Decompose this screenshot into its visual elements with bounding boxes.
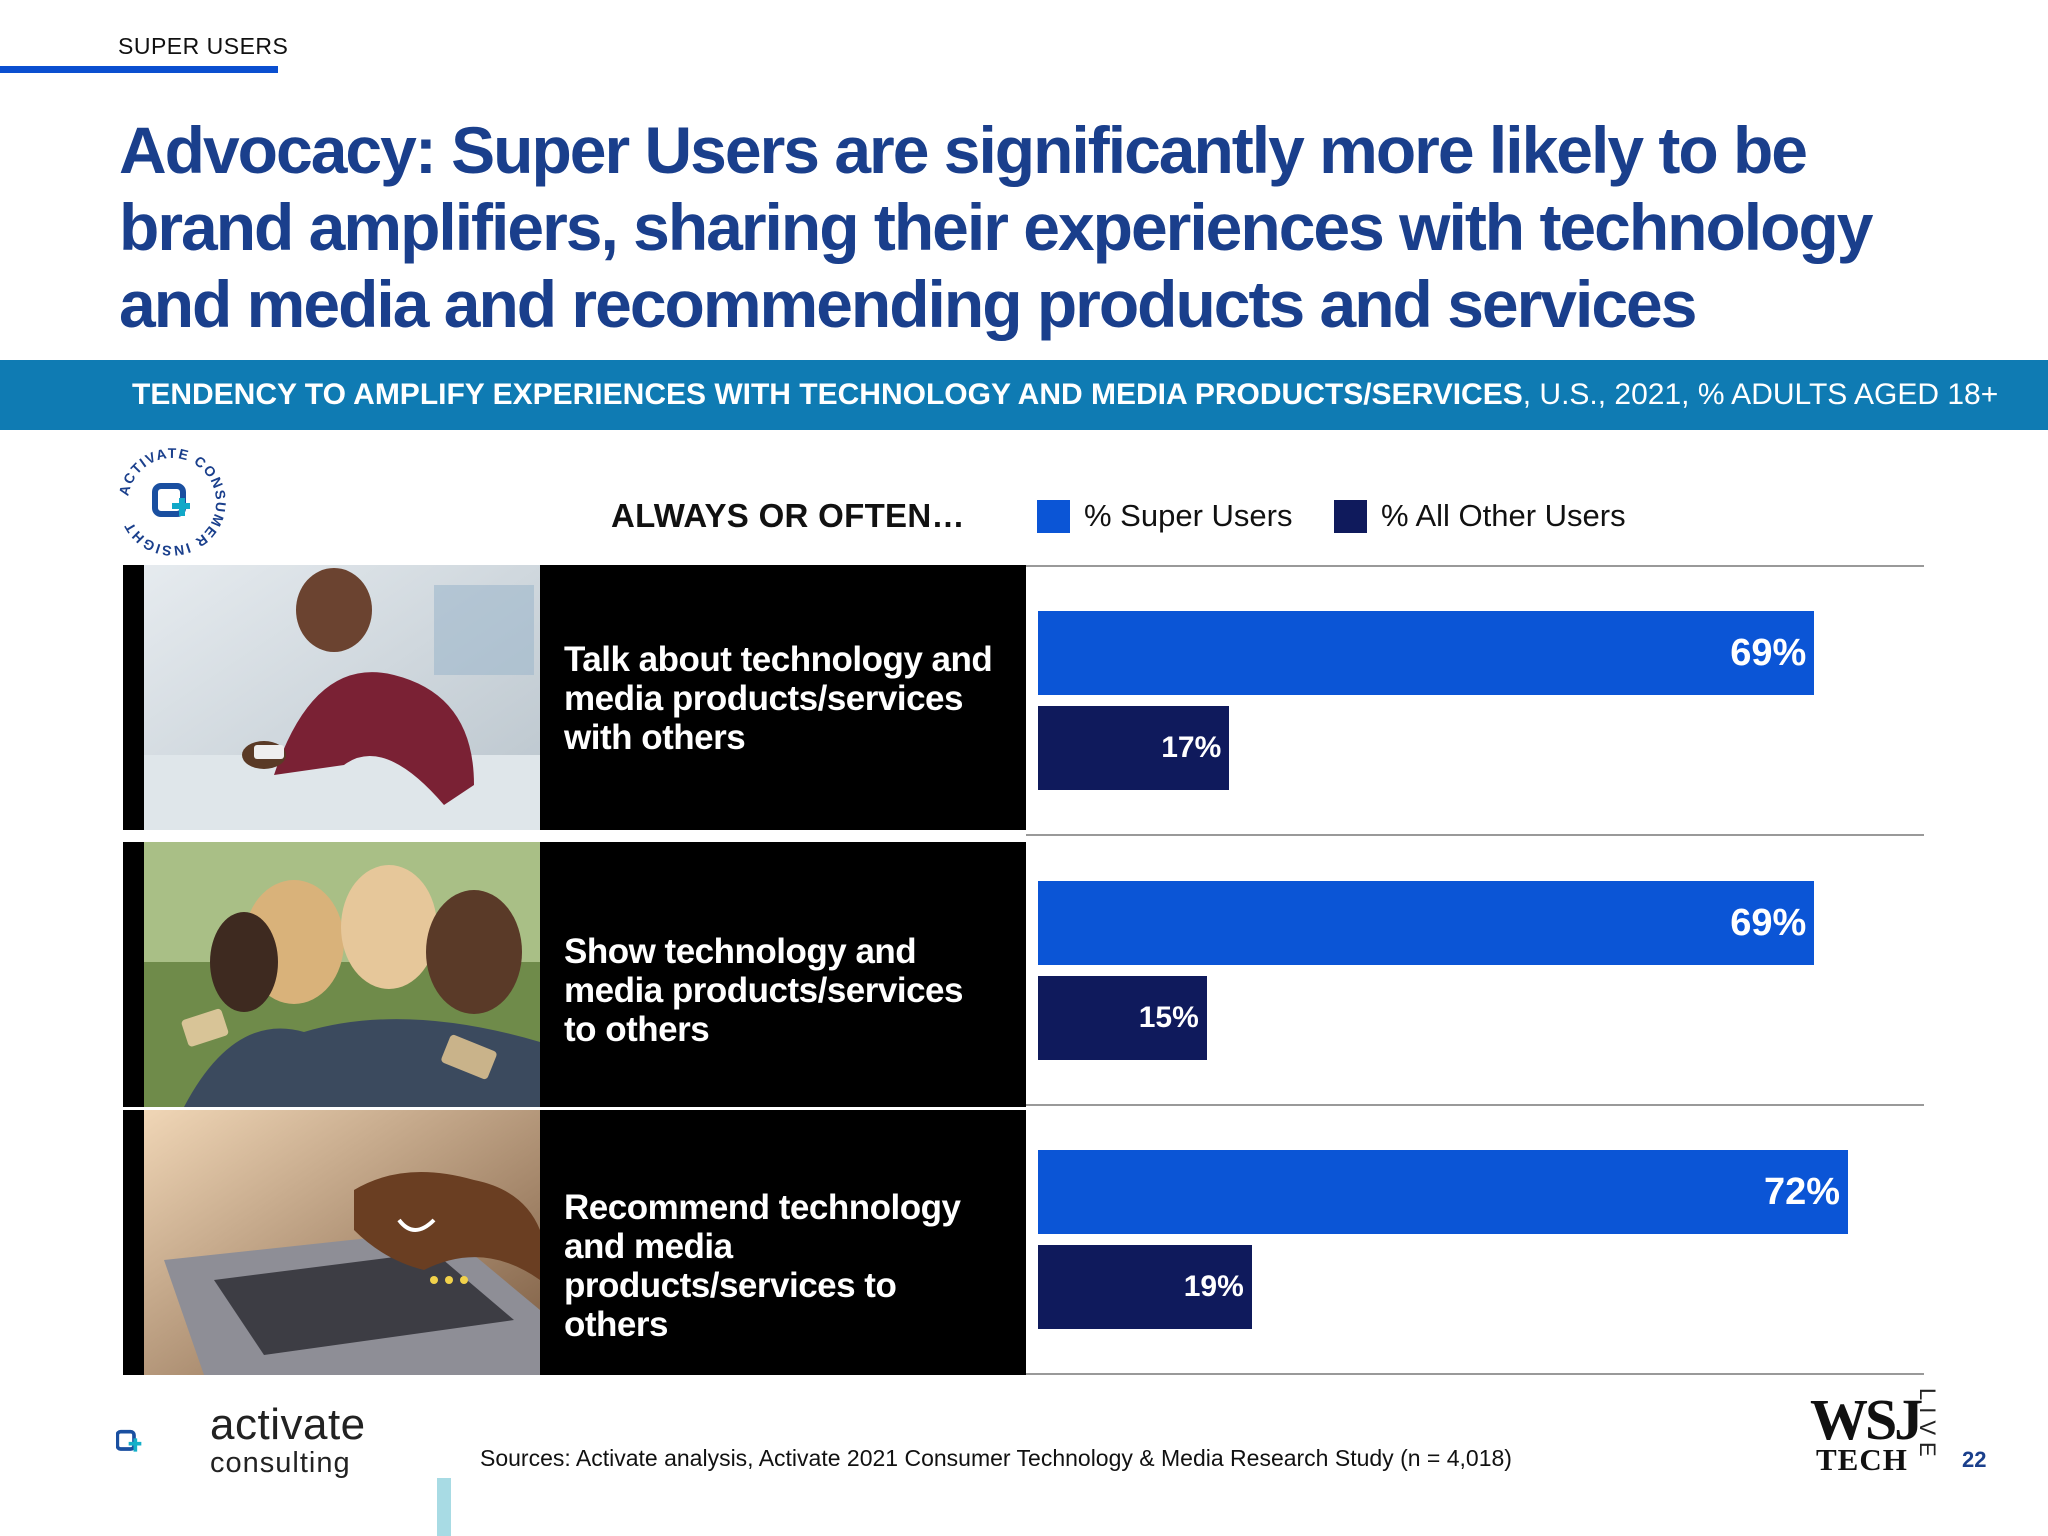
section-label: SUPER USERS (118, 33, 289, 59)
legend-label-super: % Super Users (1084, 498, 1293, 533)
page-number: 22 (1962, 1447, 1987, 1472)
svg-text:ACTIVATE CONSUMER INSIGHT: ACTIVATE CONSUMER INSIGHT (115, 445, 229, 559)
bar-super-users-3: 72% (1038, 1150, 1848, 1234)
section-underline (0, 66, 278, 73)
laptop-typing-photo (144, 1110, 540, 1375)
page-title: Advocacy: Super Users are significantly … (119, 113, 1873, 341)
bar-other-users-2: 15% (1038, 976, 1207, 1060)
accent-line (437, 1478, 451, 1536)
chart-banner: TENDENCY TO AMPLIFY EXPERIENCES WITH TEC… (0, 360, 2048, 430)
activate-logo-icon (116, 1429, 142, 1452)
logo-sub-text: consulting (210, 1447, 351, 1479)
legend-other-users: % All Other Users (1334, 496, 1626, 536)
badge-text: ACTIVATE CONSUMER INSIGHT (115, 445, 227, 559)
wsj-live-wordmark: LIVE (1915, 1388, 1940, 1464)
category-panel-recommend: Recommend technology and media products/… (123, 1110, 1026, 1375)
category-column-header: ALWAYS OR OFTEN… (611, 497, 965, 534)
logo-main-text: activate (210, 1400, 366, 1449)
bar-label-other-users-1: 17% (1161, 731, 1222, 764)
category-label-show: Show technology and media products/servi… (564, 932, 963, 1049)
bar-super-users-2: 69% (1038, 881, 1815, 965)
legend-swatch-super (1037, 499, 1070, 533)
banner-rest-text: , U.S., 2021, % ADULTS AGED 18+ (1522, 378, 1999, 411)
row-rule-2 (1026, 1104, 1924, 1106)
legend-label-other: % All Other Users (1381, 498, 1626, 533)
category-panel-talk: Talk about technology and media products… (123, 565, 1026, 830)
bar-super-users-1: 69% (1038, 611, 1815, 695)
wsj-wordmark: WSJ (1810, 1387, 1923, 1452)
row-rule-1 (1026, 834, 1924, 836)
row-rule-top (1026, 565, 1924, 567)
three-women-phones-photo (144, 842, 540, 1107)
category-panel-show: Show technology and media products/servi… (123, 842, 1026, 1107)
source-note: Sources: Activate analysis, Activate 202… (480, 1445, 1512, 1471)
banner-bold-text: TENDENCY TO AMPLIFY EXPERIENCES WITH TEC… (132, 378, 1523, 411)
category-label-talk: Talk about technology and media products… (564, 640, 993, 757)
bar-label-super-users-1: 69% (1730, 631, 1807, 674)
row-rule-bottom (1026, 1373, 1924, 1375)
legend-super-users: % Super Users (1037, 496, 1292, 536)
bar-other-users-1: 17% (1038, 706, 1230, 790)
bar-other-users-3: 19% (1038, 1245, 1252, 1329)
bar-label-other-users-2: 15% (1138, 1001, 1199, 1034)
bar-label-other-users-3: 19% (1183, 1270, 1244, 1303)
wsj-tech-wordmark: TECH (1816, 1442, 1908, 1477)
category-label-recommend: Recommend technology and media products/… (564, 1188, 961, 1344)
legend-swatch-other (1334, 499, 1367, 533)
consumer-insight-badge: ACTIVATE CONSUMER INSIGHT (115, 445, 229, 559)
bar-label-super-users-3: 72% (1763, 1170, 1840, 1213)
bar-label-super-users-2: 69% (1730, 901, 1807, 944)
man-with-phone-photo (144, 565, 540, 830)
